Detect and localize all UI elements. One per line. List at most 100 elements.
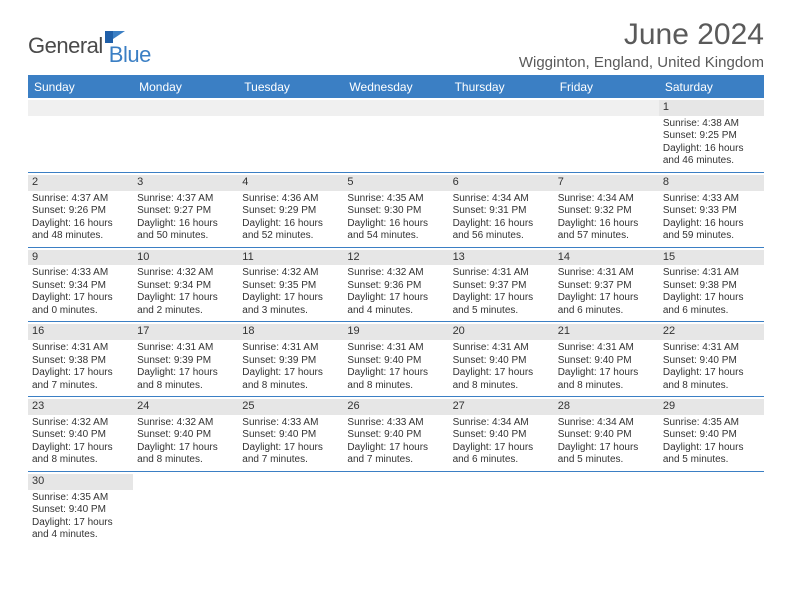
day-content: Sunrise: 4:36 AMSunset: 9:29 PMDaylight:… (242, 193, 339, 243)
day-sunrise: Sunrise: 4:31 AM (453, 342, 550, 355)
day-content: Sunrise: 4:35 AMSunset: 9:30 PMDaylight:… (347, 193, 444, 243)
day-number: 11 (238, 250, 343, 266)
day-cell: 29Sunrise: 4:35 AMSunset: 9:40 PMDayligh… (659, 397, 764, 471)
day-number: 2 (28, 175, 133, 191)
day-sunrise: Sunrise: 4:35 AM (663, 417, 760, 430)
day-sunrise: Sunrise: 4:37 AM (32, 193, 129, 206)
day-cell: 22Sunrise: 4:31 AMSunset: 9:40 PMDayligh… (659, 322, 764, 396)
day-content: Sunrise: 4:31 AMSunset: 9:40 PMDaylight:… (663, 342, 760, 392)
day-d2: and 59 minutes. (663, 230, 760, 243)
day-sunrise: Sunrise: 4:32 AM (137, 267, 234, 280)
day-number: 10 (133, 250, 238, 266)
day-d1: Daylight: 17 hours (137, 292, 234, 305)
day-number: 6 (449, 175, 554, 191)
day-sunrise: Sunrise: 4:35 AM (32, 492, 129, 505)
day-d1: Daylight: 16 hours (558, 218, 655, 231)
day-d2: and 57 minutes. (558, 230, 655, 243)
day-content: Sunrise: 4:38 AMSunset: 9:25 PMDaylight:… (663, 118, 760, 168)
day-d1: Daylight: 17 hours (453, 367, 550, 380)
day-number: 9 (28, 250, 133, 266)
day-number-empty (554, 100, 659, 116)
day-sunrise: Sunrise: 4:31 AM (558, 267, 655, 280)
day-cell: 16Sunrise: 4:31 AMSunset: 9:38 PMDayligh… (28, 322, 133, 396)
day-sunset: Sunset: 9:40 PM (663, 429, 760, 442)
day-sunset: Sunset: 9:40 PM (453, 355, 550, 368)
day-content: Sunrise: 4:31 AMSunset: 9:38 PMDaylight:… (663, 267, 760, 317)
day-sunrise: Sunrise: 4:34 AM (558, 193, 655, 206)
day-sunrise: Sunrise: 4:31 AM (347, 342, 444, 355)
day-number: 5 (343, 175, 448, 191)
day-d2: and 8 minutes. (137, 454, 234, 467)
day-d2: and 4 minutes. (347, 305, 444, 318)
day-content: Sunrise: 4:35 AMSunset: 9:40 PMDaylight:… (32, 492, 129, 542)
day-cell: 15Sunrise: 4:31 AMSunset: 9:38 PMDayligh… (659, 248, 764, 322)
day-content: Sunrise: 4:33 AMSunset: 9:33 PMDaylight:… (663, 193, 760, 243)
day-sunrise: Sunrise: 4:34 AM (558, 417, 655, 430)
day-number: 7 (554, 175, 659, 191)
day-sunset: Sunset: 9:27 PM (137, 205, 234, 218)
logo-text-general: General (28, 33, 103, 59)
day-cell: 11Sunrise: 4:32 AMSunset: 9:35 PMDayligh… (238, 248, 343, 322)
day-d2: and 52 minutes. (242, 230, 339, 243)
weeks-container: 1Sunrise: 4:38 AMSunset: 9:25 PMDaylight… (28, 98, 764, 546)
day-sunset: Sunset: 9:26 PM (32, 205, 129, 218)
day-d1: Daylight: 17 hours (137, 367, 234, 380)
day-d1: Daylight: 16 hours (347, 218, 444, 231)
day-d1: Daylight: 17 hours (558, 292, 655, 305)
day-content: Sunrise: 4:34 AMSunset: 9:31 PMDaylight:… (453, 193, 550, 243)
day-sunrise: Sunrise: 4:33 AM (347, 417, 444, 430)
day-content: Sunrise: 4:32 AMSunset: 9:34 PMDaylight:… (137, 267, 234, 317)
day-content: Sunrise: 4:34 AMSunset: 9:40 PMDaylight:… (453, 417, 550, 467)
day-header-fri: Friday (554, 76, 659, 98)
day-d2: and 46 minutes. (663, 155, 760, 168)
day-number: 4 (238, 175, 343, 191)
day-d1: Daylight: 17 hours (347, 442, 444, 455)
day-sunset: Sunset: 9:33 PM (663, 205, 760, 218)
day-empty (554, 98, 659, 172)
day-sunset: Sunset: 9:34 PM (32, 280, 129, 293)
day-cell: 7Sunrise: 4:34 AMSunset: 9:32 PMDaylight… (554, 173, 659, 247)
day-empty (554, 472, 659, 546)
day-d2: and 8 minutes. (137, 380, 234, 393)
day-content: Sunrise: 4:37 AMSunset: 9:27 PMDaylight:… (137, 193, 234, 243)
day-number: 24 (133, 399, 238, 415)
day-sunrise: Sunrise: 4:38 AM (663, 118, 760, 131)
day-content: Sunrise: 4:33 AMSunset: 9:34 PMDaylight:… (32, 267, 129, 317)
day-d2: and 8 minutes. (663, 380, 760, 393)
day-content: Sunrise: 4:31 AMSunset: 9:39 PMDaylight:… (242, 342, 339, 392)
day-number: 19 (343, 324, 448, 340)
day-sunrise: Sunrise: 4:32 AM (242, 267, 339, 280)
day-d2: and 54 minutes. (347, 230, 444, 243)
day-sunset: Sunset: 9:40 PM (558, 429, 655, 442)
day-number: 8 (659, 175, 764, 191)
day-number: 12 (343, 250, 448, 266)
week-row: 23Sunrise: 4:32 AMSunset: 9:40 PMDayligh… (28, 397, 764, 472)
day-number: 23 (28, 399, 133, 415)
day-d1: Daylight: 17 hours (242, 442, 339, 455)
day-d2: and 0 minutes. (32, 305, 129, 318)
day-cell: 6 Sunrise: 4:34 AMSunset: 9:31 PMDaylight… (449, 173, 554, 247)
logo: General Blue (28, 24, 151, 68)
day-d1: Daylight: 17 hours (347, 292, 444, 305)
day-sunset: Sunset: 9:37 PM (558, 280, 655, 293)
day-d1: Daylight: 16 hours (32, 218, 129, 231)
day-number: 13 (449, 250, 554, 266)
day-empty (238, 472, 343, 546)
day-sunset: Sunset: 9:39 PM (242, 355, 339, 368)
day-number: 30 (28, 474, 133, 490)
day-cell: 25Sunrise: 4:33 AMSunset: 9:40 PMDayligh… (238, 397, 343, 471)
week-row: 2Sunrise: 4:37 AMSunset: 9:26 PMDaylight… (28, 173, 764, 248)
day-content: Sunrise: 4:37 AMSunset: 9:26 PMDaylight:… (32, 193, 129, 243)
day-sunset: Sunset: 9:40 PM (32, 429, 129, 442)
day-content: Sunrise: 4:31 AMSunset: 9:40 PMDaylight:… (347, 342, 444, 392)
day-empty (449, 98, 554, 172)
day-empty (133, 98, 238, 172)
day-sunrise: Sunrise: 4:31 AM (32, 342, 129, 355)
day-d2: and 50 minutes. (137, 230, 234, 243)
day-sunset: Sunset: 9:38 PM (663, 280, 760, 293)
day-sunset: Sunset: 9:36 PM (347, 280, 444, 293)
day-content: Sunrise: 4:32 AMSunset: 9:40 PMDaylight:… (137, 417, 234, 467)
day-d1: Daylight: 17 hours (32, 292, 129, 305)
day-cell: 18Sunrise: 4:31 AMSunset: 9:39 PMDayligh… (238, 322, 343, 396)
day-empty (238, 98, 343, 172)
